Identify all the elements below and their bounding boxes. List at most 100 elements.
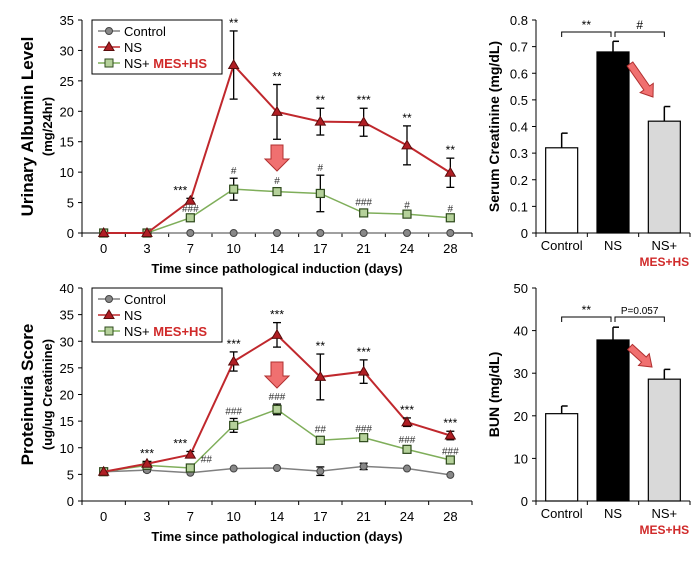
- data-point-treat: [445, 455, 455, 465]
- legend-label-highlight: MES+HS: [153, 324, 207, 339]
- data-point-ns: [271, 328, 283, 339]
- legend-item-ns: NS: [98, 40, 142, 55]
- legend-label: NS+ MES+HS: [124, 56, 207, 71]
- bar-chart-3: 0 10 20 30 40 50 Control NS NS+ MES+HS ** P=0.057 BU…: [486, 281, 691, 537]
- legend-label-name: NS: [124, 40, 142, 55]
- y-tick-label: 15: [60, 414, 74, 429]
- data-point-treat: [402, 209, 412, 219]
- y-tick-label: 0: [521, 494, 528, 509]
- y-tick-label: 20: [60, 388, 74, 403]
- significance-label: #: [636, 18, 643, 32]
- data-point-ns: [97, 227, 110, 237]
- legend-marker-square-icon: [104, 58, 114, 68]
- y-tick-label: 5: [67, 196, 74, 211]
- series-ns: ********* *******: [97, 16, 457, 237]
- y-tick-label: 10: [60, 165, 74, 180]
- data-point-control: [359, 229, 368, 237]
- significance-bracket: [561, 31, 612, 37]
- data-point-control: [229, 464, 238, 473]
- legend-label-highlight: MES+HS: [153, 56, 207, 71]
- significance-label: ###: [399, 435, 416, 446]
- data-point-ns: [227, 59, 240, 70]
- x-tick-label: 17: [313, 509, 327, 524]
- x-tick-label: NS: [604, 238, 622, 253]
- y-tick-label: 25: [60, 361, 74, 376]
- x-tick-label: 7: [187, 509, 194, 524]
- significance-label: #: [318, 163, 324, 174]
- data-point-ns: [401, 139, 413, 150]
- x-tick-label: 10: [226, 241, 240, 256]
- x-tick-label: 7: [187, 241, 194, 256]
- y-tick-label: 25: [60, 74, 74, 89]
- x-tick-label: 3: [143, 241, 150, 256]
- significance-label: ###: [355, 424, 372, 435]
- significance-label: ##: [315, 425, 327, 436]
- data-point-ns: [227, 355, 240, 366]
- significance-label: ***: [140, 447, 154, 461]
- legend-marker-circle-icon: [105, 295, 113, 303]
- x-tick-label: 0: [100, 509, 107, 524]
- line-chart-2: 0 5 10 15 20 25 30 35 40 0 3 7 10 14 17 21 24 28 Time sinc…: [18, 281, 473, 544]
- y-tick-label: 35: [60, 308, 74, 323]
- line-chart-0: 0 5 10 15 20 25 30 35 0 3 7 10 14 17 21 24 28 Time since …: [18, 13, 473, 276]
- data-point-control: [273, 463, 281, 472]
- legend-marker-triangle-icon: [103, 309, 115, 319]
- x-tick-label: 24: [400, 509, 414, 524]
- data-point-treat: [445, 213, 455, 223]
- x-tick-label-highlight: MES+HS: [639, 523, 689, 537]
- y-axis-title: Urinary Albumin Level: [18, 37, 37, 217]
- significance-label: ###: [442, 446, 459, 457]
- legend-item-treat: NS+ MES+HS: [98, 324, 207, 339]
- data-point-ns: [271, 105, 283, 116]
- data-point-control: [316, 467, 325, 476]
- data-point-ns: [357, 365, 370, 376]
- legend-item-ns: NS: [98, 308, 142, 323]
- significance-label: ##: [201, 454, 213, 465]
- bar-1: [596, 339, 630, 502]
- significance-label: #: [231, 166, 237, 177]
- data-point-control: [316, 229, 325, 237]
- data-point-treat: [359, 433, 369, 443]
- data-point-treat: [185, 463, 195, 473]
- data-point-treat: [229, 184, 239, 194]
- legend-label-name: NS+: [124, 324, 150, 339]
- y-tick-label: 5: [67, 467, 74, 482]
- legend-item-control: Control: [98, 24, 166, 39]
- legend-label-name: Control: [124, 24, 166, 39]
- data-point-treat: [229, 420, 239, 430]
- data-point-treat: [272, 187, 282, 197]
- bar-0: [545, 147, 579, 234]
- series-ns: ************** *********: [97, 308, 458, 476]
- series-line-ns: [103, 333, 451, 473]
- data-point-ns: [141, 457, 153, 468]
- legend-label: NS: [124, 40, 142, 55]
- legend-label: Control: [124, 292, 166, 307]
- y-tick-label: 30: [514, 366, 528, 381]
- legend-label: NS: [124, 308, 142, 323]
- legend-label: NS+ MES+HS: [124, 324, 207, 339]
- data-point-control: [359, 462, 368, 471]
- x-axis-title: Time since pathological induction (days): [151, 529, 402, 544]
- y-axis-title: Serum Creatinine (mg/dL): [486, 41, 502, 212]
- y-tick-label: 0.5: [510, 93, 528, 108]
- significance-label: #: [274, 176, 280, 187]
- y-tick-label: 0.1: [510, 199, 528, 214]
- significance-label: ***: [227, 337, 241, 351]
- y-tick-label: 10: [60, 441, 74, 456]
- significance-bracket: [614, 31, 665, 37]
- significance-label: ***: [357, 345, 371, 359]
- x-tick-label: 3: [143, 509, 150, 524]
- y-tick-label: 20: [514, 409, 528, 424]
- down-arrow-icon: [263, 361, 291, 389]
- data-point-control: [403, 229, 411, 237]
- y-tick-label: 0: [67, 226, 74, 241]
- data-point-control: [273, 229, 281, 237]
- data-point-treat: [315, 188, 325, 199]
- y-tick-label: 0: [67, 494, 74, 509]
- significance-label: ***: [400, 403, 414, 417]
- y-tick-label: 30: [60, 43, 74, 58]
- y-tick-label: 0.6: [510, 66, 528, 81]
